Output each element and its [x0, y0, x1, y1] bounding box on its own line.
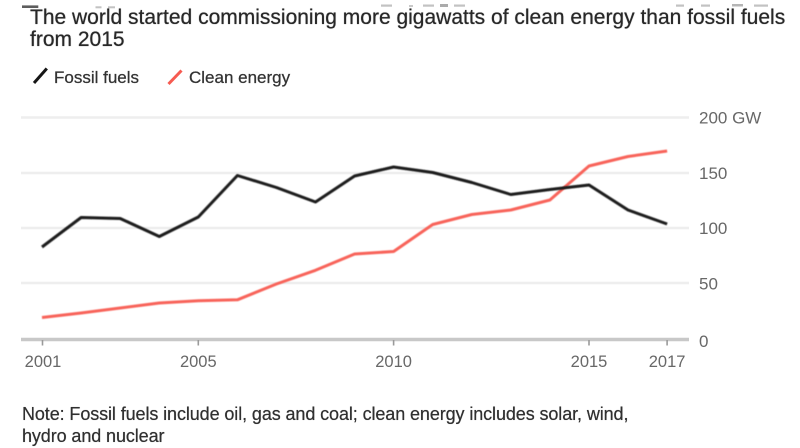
- svg-text:200 GW: 200 GW: [699, 109, 761, 128]
- svg-text:50: 50: [699, 275, 718, 294]
- svg-text:2005: 2005: [180, 353, 217, 371]
- svg-text:Clean energy: Clean energy: [189, 68, 291, 87]
- svg-text:2015: 2015: [571, 353, 608, 371]
- svg-text:0: 0: [699, 332, 708, 351]
- svg-text:2010: 2010: [375, 353, 412, 371]
- svg-text:Fossil fuels: Fossil fuels: [54, 68, 139, 87]
- svg-text:100: 100: [699, 219, 727, 238]
- svg-text:2017: 2017: [649, 353, 686, 371]
- svg-text:150: 150: [699, 164, 727, 183]
- svg-text:2001: 2001: [25, 353, 62, 371]
